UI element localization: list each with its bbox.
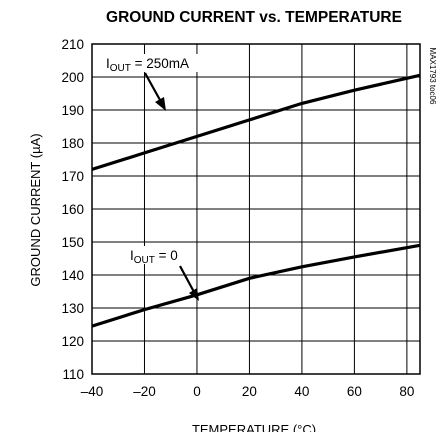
y-tick-label: 180: [61, 136, 84, 151]
x-tick-labels: –40 –20 0 20 40 60 80: [81, 384, 415, 399]
grid-lines: [91, 43, 420, 375]
series-lines: [91, 73, 421, 328]
y-tick-labels: 110 120 130 140 150 160 170 180 190 200 210: [61, 37, 84, 382]
y-tick-label: 130: [61, 301, 84, 316]
annotation-0ma: IOUT = 0: [128, 246, 199, 301]
annotation-250ma: IOUT = 250mA: [104, 54, 212, 111]
x-tick-label: 80: [399, 384, 414, 399]
annotation-0ma-label: IOUT = 0: [130, 248, 178, 266]
annotation-0ma-background: [128, 246, 194, 264]
annotation-0ma-arrow: [179, 265, 195, 293]
y-tick-label: 120: [61, 334, 84, 349]
y-tick-label: 170: [61, 169, 84, 184]
chart-id-label: MAX1793 toc06: [428, 48, 437, 105]
y-tick-label: 140: [61, 268, 84, 283]
annotation-250ma-arrowhead: [155, 97, 166, 111]
series-line-250ma: [91, 73, 421, 171]
y-tick-label: 150: [61, 235, 84, 250]
x-tick-label: –40: [81, 384, 104, 399]
y-tick-label: 110: [62, 367, 84, 382]
x-tick-label: 60: [347, 384, 362, 399]
annotation-250ma-background: [104, 54, 212, 72]
chart-title: GROUND CURRENT vs. TEMPERATURE: [106, 9, 402, 26]
y-tick-label: 160: [61, 202, 84, 217]
annotation-250ma-arrow: [144, 72, 161, 101]
series-line-0ma: [91, 243, 421, 328]
x-tick-label: 40: [294, 384, 309, 399]
y-tick-label: 210: [61, 37, 84, 52]
x-tick-label: 0: [193, 384, 201, 399]
annotation-250ma-label: IOUT = 250mA: [106, 56, 189, 74]
plot-frame: [91, 43, 421, 375]
y-tick-label: 190: [61, 103, 84, 118]
x-axis-label: TEMPERATURE (°C): [192, 422, 316, 432]
annotation-0ma-arrowhead: [189, 288, 199, 301]
x-tick-label: –20: [133, 384, 156, 399]
x-tick-label: 20: [242, 384, 257, 399]
y-axis-label: GROUND CURRENT (µA): [28, 133, 43, 286]
y-tick-label: 200: [61, 70, 84, 85]
